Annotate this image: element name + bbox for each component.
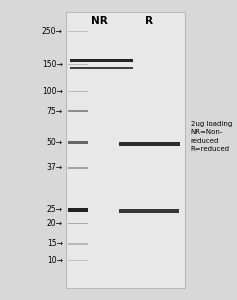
Bar: [68, 167, 88, 169]
Text: 100→: 100→: [42, 87, 63, 96]
Bar: [68, 110, 88, 112]
Text: 15→: 15→: [47, 239, 63, 248]
Text: 37→: 37→: [47, 164, 63, 172]
Text: R: R: [145, 16, 153, 26]
Bar: [66, 12, 185, 288]
Bar: [70, 59, 133, 62]
Text: 75→: 75→: [47, 106, 63, 116]
Bar: [68, 91, 88, 92]
Bar: [68, 64, 88, 65]
Bar: [68, 260, 88, 261]
Text: 150→: 150→: [42, 60, 63, 69]
Bar: [118, 142, 180, 146]
Bar: [68, 223, 88, 224]
Bar: [68, 31, 88, 32]
Bar: [68, 141, 88, 144]
Text: 50→: 50→: [47, 138, 63, 147]
Text: NR: NR: [91, 16, 108, 26]
Bar: [68, 208, 88, 212]
Text: 250→: 250→: [42, 27, 63, 36]
Text: 10→: 10→: [47, 256, 63, 265]
Bar: [70, 67, 133, 69]
Text: 25→: 25→: [47, 206, 63, 214]
Bar: [68, 243, 88, 244]
Text: 2ug loading
NR=Non-
reduced
R=reduced: 2ug loading NR=Non- reduced R=reduced: [191, 121, 232, 152]
Bar: [118, 209, 179, 213]
Text: 20→: 20→: [47, 219, 63, 228]
